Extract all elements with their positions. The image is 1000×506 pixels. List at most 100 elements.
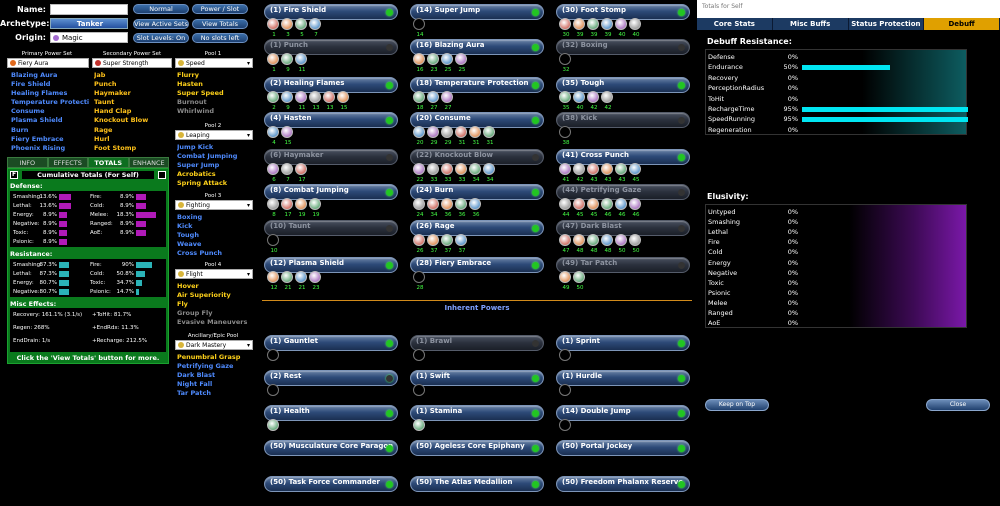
enhancement-icon[interactable]: 35 bbox=[559, 91, 571, 111]
inherent-slot[interactable]: (14) Double Jump bbox=[556, 405, 690, 421]
enhancement-icon[interactable]: 43 bbox=[615, 163, 627, 183]
pool-power-item[interactable]: Acrobatics bbox=[177, 170, 216, 179]
tab-effects[interactable]: EFFECTS bbox=[47, 157, 88, 168]
primary-power-item[interactable]: Plasma Shield bbox=[11, 116, 63, 125]
primary-power-item[interactable]: Phoenix Rising bbox=[11, 143, 66, 152]
enhancement-icon[interactable]: 2 bbox=[267, 91, 279, 111]
pool-power-item[interactable]: Fly bbox=[177, 300, 188, 309]
enhancement-icon[interactable]: 40 bbox=[629, 18, 641, 38]
enhancement-icon[interactable]: 37 bbox=[427, 234, 439, 254]
secondary-power-item[interactable]: Hurl bbox=[94, 134, 110, 143]
enhancement-icon[interactable]: 45 bbox=[573, 198, 585, 218]
enhancement-icon[interactable]: 31 bbox=[469, 126, 481, 146]
enhancement-icon[interactable]: 9 bbox=[281, 53, 293, 73]
power-slot[interactable]: (35) Tough bbox=[556, 77, 690, 93]
enhancement-icon[interactable]: 27 bbox=[441, 91, 453, 111]
pool-power-item[interactable]: Group Fly bbox=[177, 309, 213, 318]
power-slot[interactable]: (49) Tar Patch bbox=[556, 257, 690, 273]
pool-power-item[interactable]: Tough bbox=[177, 231, 199, 240]
primary-power-item[interactable]: Blazing Aura bbox=[11, 71, 58, 79]
pin-icon[interactable] bbox=[158, 171, 166, 179]
inherent-slot[interactable]: (50) The Atlas Medallion bbox=[410, 476, 544, 492]
pool-power-item[interactable]: Jump Kick bbox=[177, 143, 214, 151]
primary-power-item[interactable]: Temperature Protecti bbox=[11, 98, 90, 107]
enhancement-icon[interactable]: 46 bbox=[629, 198, 641, 218]
pool-power-item[interactable]: Air Superiority bbox=[177, 291, 231, 300]
enhancement-icon[interactable]: 9 bbox=[281, 91, 293, 111]
enhancement-icon[interactable]: 25 bbox=[455, 53, 467, 73]
enhancement-icon[interactable]: 42 bbox=[601, 91, 613, 111]
enhancement-icon[interactable]: 33 bbox=[427, 163, 439, 183]
pool-power-item[interactable]: Burnout bbox=[177, 98, 207, 107]
enhancement-slot-icon[interactable] bbox=[267, 419, 279, 431]
power-slot[interactable]: (18) Temperature Protection bbox=[410, 77, 544, 93]
enhancement-icon[interactable]: 36 bbox=[441, 198, 453, 218]
no-slots-left-button[interactable]: No slots left bbox=[192, 33, 248, 43]
pool-power-item[interactable]: Cross Punch bbox=[177, 249, 222, 258]
pool-select[interactable]: Fighting ▾ bbox=[175, 200, 253, 210]
enhancement-slot-icon[interactable] bbox=[559, 349, 571, 361]
enhancement-icon[interactable]: 37 bbox=[455, 234, 467, 254]
pool-power-item[interactable]: Evasive Maneuvers bbox=[177, 318, 248, 327]
enhancement-slot-icon[interactable] bbox=[267, 349, 279, 361]
enhancement-icon[interactable]: 25 bbox=[441, 53, 453, 73]
enhancement-icon[interactable]: 40 bbox=[573, 91, 585, 111]
enhancement-icon[interactable]: 45 bbox=[587, 198, 599, 218]
pool-power-item[interactable]: Super Jump bbox=[177, 161, 220, 170]
pool-power-item[interactable]: Weave bbox=[177, 240, 202, 249]
primary-power-item[interactable]: Consume bbox=[11, 107, 45, 116]
pool-power-item[interactable]: Hasten bbox=[177, 80, 203, 89]
tab-debuff-resistances[interactable]: Debuff Resistances bbox=[924, 18, 1000, 40]
enhancement-icon[interactable]: 27 bbox=[427, 91, 439, 111]
enhancement-icon[interactable]: 41 bbox=[559, 163, 571, 183]
inherent-slot[interactable]: (50) Freedom Phalanx Reserve bbox=[556, 476, 690, 492]
enhancement-icon[interactable]: 11 bbox=[295, 91, 307, 111]
inherent-slot[interactable]: (50) Task Force Commander bbox=[264, 476, 398, 492]
slot-levels-button[interactable]: Slot Levels: On bbox=[133, 33, 189, 43]
pool-power-item[interactable]: Flurry bbox=[177, 71, 199, 79]
enhancement-icon[interactable]: 43 bbox=[601, 163, 613, 183]
inherent-slot[interactable]: (50) Portal Jockey bbox=[556, 440, 690, 456]
pool-power-item[interactable]: Penumbral Grasp bbox=[177, 353, 241, 361]
pool-select[interactable]: Leaping ▾ bbox=[175, 130, 253, 140]
pool-power-item[interactable]: Tar Patch bbox=[177, 389, 212, 398]
primary-power-item[interactable]: Fire Shield bbox=[11, 80, 51, 89]
keep-on-top-button[interactable]: Keep on Top bbox=[705, 399, 769, 411]
secondary-power-item[interactable]: Knockout Blow bbox=[94, 116, 149, 125]
enhancement-icon[interactable]: 7 bbox=[281, 163, 293, 183]
pool-power-item[interactable]: Dark Blast bbox=[177, 371, 216, 380]
enhancement-icon[interactable]: 46 bbox=[601, 198, 613, 218]
pool-power-item[interactable]: Combat Jumping bbox=[177, 152, 238, 161]
tab-core-stats[interactable]: Core Stats bbox=[697, 18, 773, 30]
enhancement-icon[interactable]: 15 bbox=[337, 91, 349, 111]
pool-power-item[interactable]: Petrifying Gaze bbox=[177, 362, 234, 371]
inherent-slot[interactable]: (1) Swift bbox=[410, 370, 544, 386]
enhancement-icon[interactable]: 39 bbox=[587, 18, 599, 38]
secondary-power-item[interactable]: Rage bbox=[94, 125, 113, 134]
power-slot[interactable]: (28) Fiery Embrace bbox=[410, 257, 544, 273]
enhancement-icon[interactable]: 24 bbox=[413, 198, 425, 218]
enhancement-icon[interactable]: 8 bbox=[267, 198, 279, 218]
enhancement-icon[interactable]: 1 bbox=[267, 18, 279, 38]
enhancement-icon[interactable]: 33 bbox=[441, 163, 453, 183]
enhancement-icon[interactable]: 46 bbox=[615, 198, 627, 218]
secondary-set-select[interactable]: Super Strength bbox=[92, 58, 172, 68]
secondary-power-item[interactable]: Hand Clap bbox=[94, 107, 132, 116]
tab-enhance[interactable]: ENHANCE bbox=[128, 157, 169, 168]
pool-power-item[interactable]: Spring Attack bbox=[177, 179, 228, 188]
pool-select[interactable]: Speed ▾ bbox=[175, 58, 253, 68]
enhancement-icon[interactable]: 32 bbox=[559, 53, 571, 73]
flag-toggle[interactable]: F bbox=[10, 171, 18, 179]
pool-power-item[interactable]: Kick bbox=[177, 222, 193, 231]
power-slot[interactable]: (1) Fire Shield bbox=[264, 4, 398, 20]
power-slot[interactable]: (16) Blazing Aura bbox=[410, 39, 544, 55]
power-slot[interactable]: (38) Kick bbox=[556, 112, 690, 128]
normal-button[interactable]: Normal bbox=[133, 4, 189, 14]
enhancement-slot-icon[interactable] bbox=[559, 384, 571, 396]
power-slot[interactable]: (20) Consume bbox=[410, 112, 544, 128]
enhancement-icon[interactable]: 10 bbox=[267, 234, 279, 254]
enhancement-icon[interactable]: 31 bbox=[483, 126, 495, 146]
enhancement-icon[interactable]: 3 bbox=[281, 18, 293, 38]
enhancement-icon[interactable]: 36 bbox=[469, 198, 481, 218]
secondary-power-item[interactable]: Foot Stomp bbox=[94, 143, 137, 152]
